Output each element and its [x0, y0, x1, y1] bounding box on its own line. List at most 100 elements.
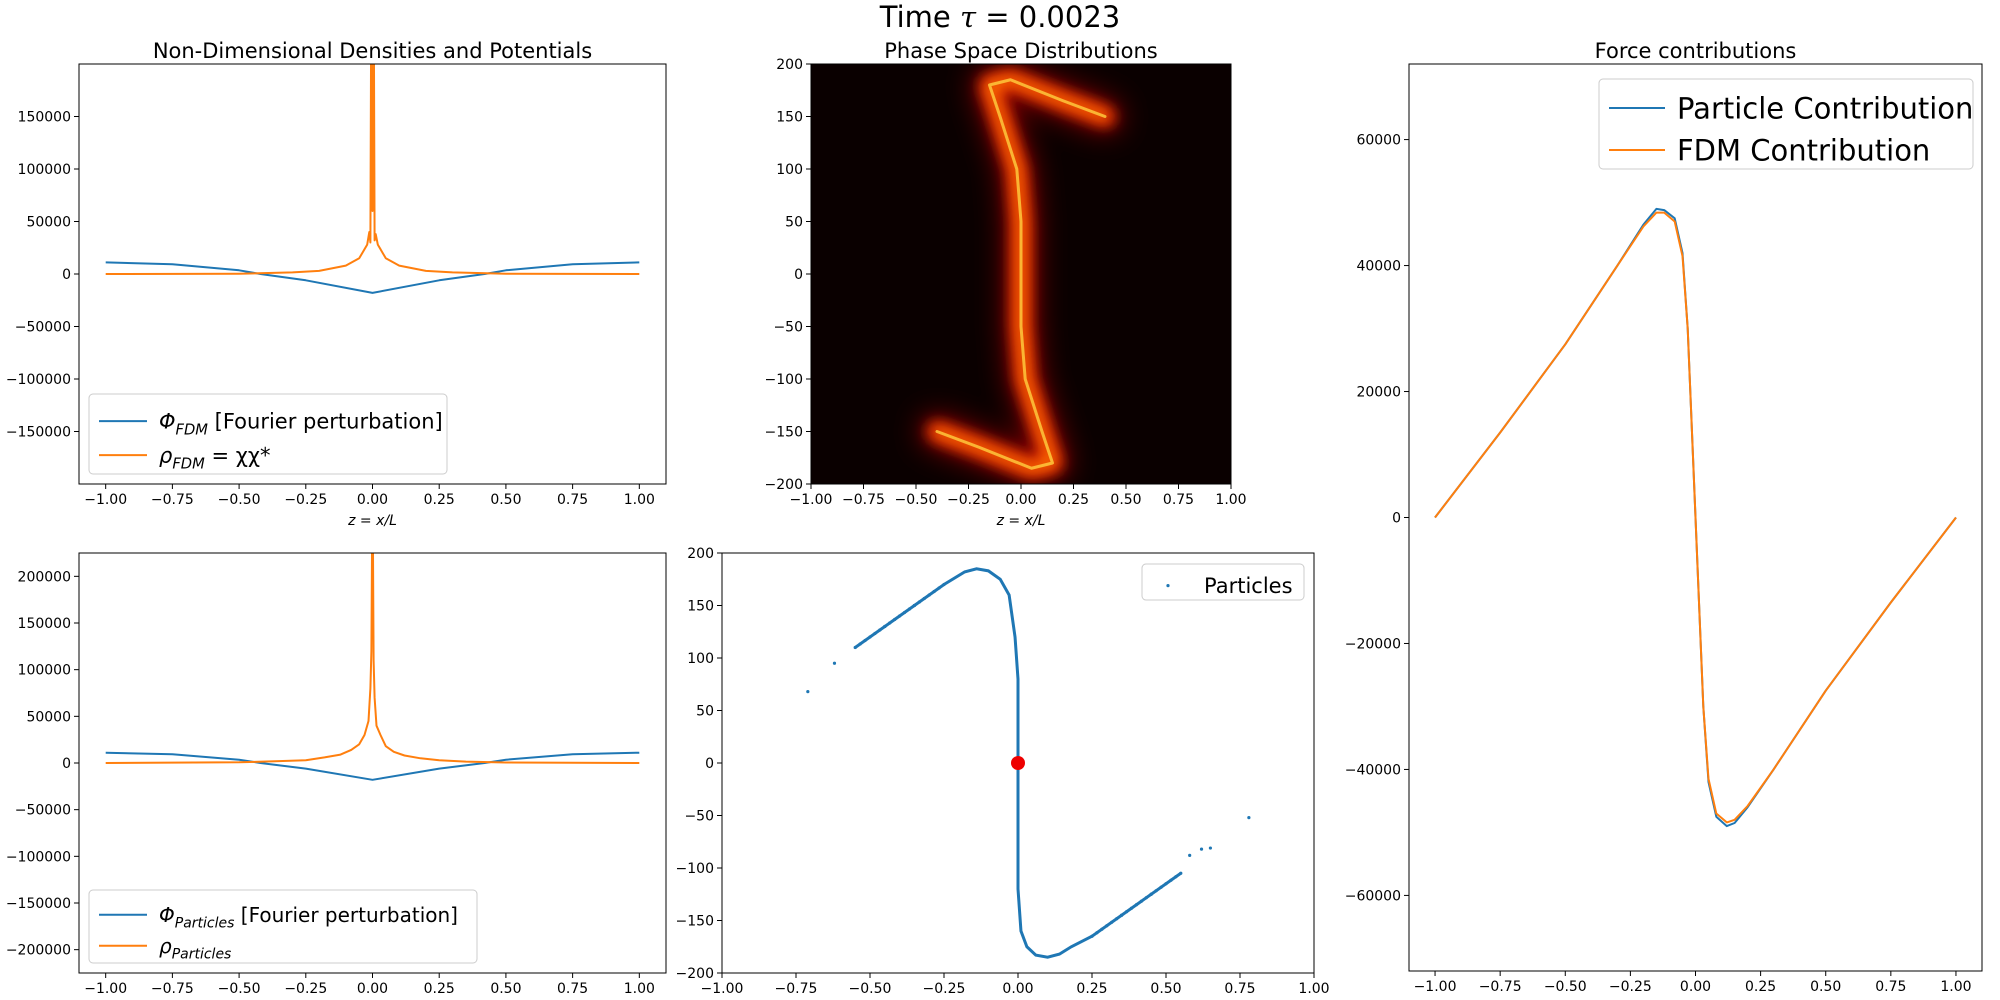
x-tick-label: 0.00: [1680, 979, 1711, 995]
y-tick-label: −200000: [6, 943, 71, 959]
particle-point: [1144, 896, 1148, 900]
x-tick-label: 1.00: [624, 981, 655, 997]
particle-point: [858, 642, 862, 646]
y-tick-label: 200: [687, 546, 714, 562]
y-tick-label: 50000: [26, 709, 71, 725]
y-tick-label: −100: [765, 372, 803, 388]
particle-point: [806, 690, 810, 694]
y-tick-label: 100: [776, 162, 803, 178]
particle-point: [912, 603, 917, 608]
y-tick-label: −20000: [1345, 636, 1401, 652]
y-tick-label: 20000: [1356, 385, 1401, 401]
x-tick-label: 0.75: [1875, 979, 1906, 995]
particle-point: [1179, 871, 1183, 875]
particle-point: [1120, 913, 1124, 917]
x-tick-label: −0.50: [849, 981, 892, 997]
x-tick-label: 1.00: [1298, 981, 1329, 997]
particle-point: [1247, 816, 1251, 820]
legend: Particle Contribution FDM Contribution: [1598, 78, 1974, 170]
particle-point: [1129, 906, 1134, 910]
x-tick-label: 0.00: [357, 492, 388, 508]
particle-point: [907, 607, 912, 611]
particle-point: [1090, 934, 1094, 938]
density-peak: [935, 78, 1107, 470]
x-tick-label: −1.00: [84, 981, 127, 997]
particle-point: [883, 624, 887, 629]
y-tick-label: 200: [776, 57, 803, 73]
chart-densities: Non-Dimensional Densities and Potentials…: [6, 39, 667, 529]
legend-box: [88, 889, 478, 964]
x-tick-label: 0.50: [1810, 979, 1841, 995]
y-tick-label: 0: [62, 267, 71, 283]
legend-label: Particle Contribution: [1677, 91, 1973, 125]
chart-title: Non-Dimensional Densities and Potentials: [153, 39, 592, 63]
y-tick-label: 150000: [18, 110, 71, 126]
particle-point: [832, 661, 837, 665]
series-line: [105, 64, 640, 275]
legend: Particles: [1141, 563, 1305, 601]
chart-title: Phase Space Distributions: [884, 39, 1158, 63]
y-tick-label: 0: [62, 756, 71, 772]
y-tick-label: 100: [687, 651, 714, 667]
legend-label: FDM Contribution: [1677, 133, 1930, 167]
x-tick-label: 1.00: [1940, 979, 1971, 995]
y-tick-label: −150: [676, 914, 714, 930]
x-tick-label: 0.00: [1005, 492, 1036, 508]
scatter-group: [806, 567, 1251, 959]
x-tick-label: 0.00: [1002, 981, 1033, 997]
particle-point: [1188, 853, 1192, 858]
particle-point: [1134, 903, 1138, 907]
series-line: [105, 261, 640, 294]
particle-point: [868, 635, 872, 639]
y-tick-label: 50000: [26, 215, 71, 231]
particle-point: [893, 617, 897, 622]
particle-point: [888, 621, 892, 625]
y-tick-label: 0: [705, 756, 714, 772]
highlight-marker: [1011, 756, 1025, 770]
x-tick-label: 1.00: [624, 492, 655, 508]
x-tick-label: −0.25: [947, 492, 990, 508]
x-tick-label: −0.75: [1479, 979, 1522, 995]
x-tick-label: 0.25: [424, 981, 455, 997]
x-tick-label: −0.50: [1544, 979, 1587, 995]
particle-point: [922, 596, 926, 601]
x-tick-label: 0.25: [424, 492, 455, 508]
series-line: [1434, 211, 1957, 824]
particle-point: [1124, 910, 1129, 914]
particle-point: [1169, 878, 1173, 882]
series-group: [105, 553, 640, 781]
particle-point: [1208, 846, 1212, 850]
legend-label: Particles: [1204, 574, 1293, 598]
x-tick-label: 0.25: [1058, 492, 1089, 508]
x-tick-label: 0.75: [1163, 492, 1194, 508]
legend-label: ρParticles: [159, 934, 231, 963]
x-tick-label: −1.00: [790, 492, 833, 508]
particle-point: [873, 631, 877, 636]
series-group: [1434, 207, 1957, 828]
legend: ΦFDM [Fourier perturbation] ρFDM = χχ*: [88, 393, 448, 475]
particle-point: [1159, 885, 1163, 889]
chart-forces: Force contributions −1.00 −0.75 −0.50 −0.25 0…: [1345, 39, 1983, 995]
x-tick-label: 0.25: [1076, 981, 1107, 997]
y-tick-label: 200000: [18, 569, 71, 585]
x-tick-label: 0.75: [557, 981, 588, 997]
particle-point: [853, 645, 857, 650]
x-tick-label: −0.25: [923, 981, 966, 997]
chart-particles: −1.00 −0.75 −0.50 −0.25 0.00 0.25 0.50 0.75 1.00…: [676, 546, 1330, 997]
chart-phase-space: Phase Space Distributions −1.00 −0.75 −0.50…: [765, 39, 1247, 529]
particle-point: [1095, 931, 1099, 935]
x-tick-label: 0.50: [1150, 981, 1181, 997]
legend-label: ΦFDM [Fourier perturbation]: [159, 410, 443, 439]
y-tick-label: −100000: [6, 849, 71, 865]
series-group: [105, 64, 640, 294]
legend: ΦParticles [Fourier perturbation]ρPartic…: [88, 889, 478, 964]
y-tick-label: −150: [765, 425, 803, 441]
particle-point: [942, 582, 946, 587]
particle-point: [937, 586, 941, 590]
particle-point: [1110, 920, 1114, 924]
y-tick-label: −50000: [15, 803, 71, 819]
y-tick-label: 0: [1392, 511, 1401, 527]
legend-label: ρFDM = χχ*: [159, 444, 271, 473]
x-tick-label: −1.00: [701, 981, 744, 997]
y-tick-label: −150000: [6, 896, 71, 912]
